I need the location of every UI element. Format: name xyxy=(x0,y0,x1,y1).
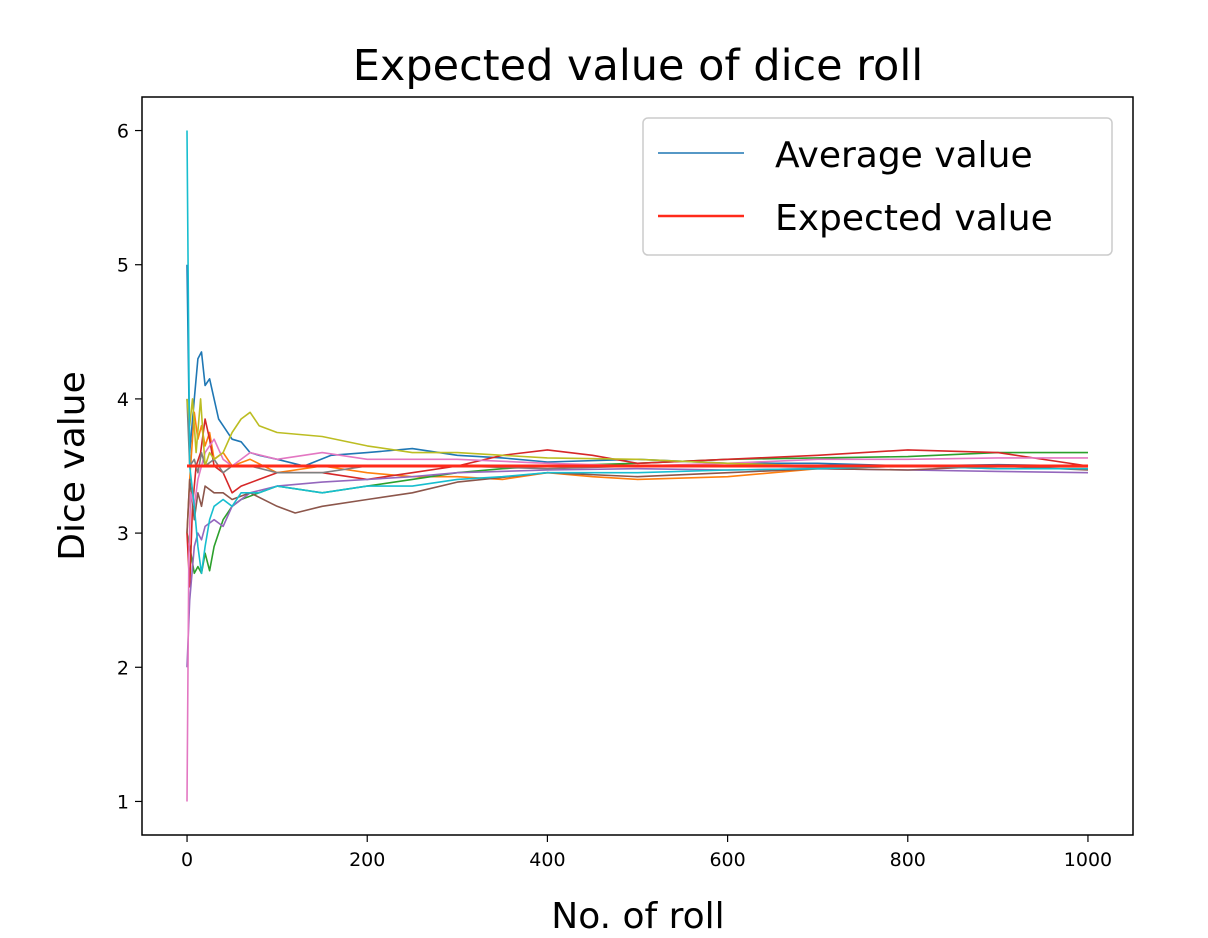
series-line-9 xyxy=(186,130,1088,575)
chart-title: Expected value of dice roll xyxy=(353,41,923,91)
x-tick-label: 0 xyxy=(181,849,193,871)
x-tick-label: 400 xyxy=(529,849,565,871)
y-tick-label: 3 xyxy=(117,523,129,545)
y-tick-label: 6 xyxy=(117,121,129,143)
y-tick-label: 4 xyxy=(117,389,129,411)
y-axis: 1 2 3 4 5 6 xyxy=(117,121,142,813)
plot-area-frame xyxy=(141,96,1134,836)
y-axis-label: Dice value xyxy=(52,371,93,560)
x-axis-label: No. of roll xyxy=(551,896,724,937)
legend-entry-expected-value: Expected value xyxy=(775,198,1053,239)
x-tick-label: 800 xyxy=(890,849,926,871)
x-axis: 0 200 400 600 800 1000 xyxy=(181,835,1112,871)
legend-entry-average-value: Average value xyxy=(775,135,1033,176)
series-line-8 xyxy=(186,398,1088,467)
x-tick-label: 600 xyxy=(709,849,745,871)
series-line-5 xyxy=(186,465,1089,534)
x-tick-label: 1000 xyxy=(1064,849,1112,871)
x-tick-label: 200 xyxy=(349,849,385,871)
series-layer xyxy=(186,130,1089,802)
y-tick-label: 2 xyxy=(117,657,129,679)
y-tick-label: 1 xyxy=(117,791,129,813)
legend-box xyxy=(642,117,1113,256)
legend: Average value Expected value xyxy=(642,117,1113,256)
y-tick-label: 5 xyxy=(117,255,129,277)
series-line-6 xyxy=(186,438,1088,802)
